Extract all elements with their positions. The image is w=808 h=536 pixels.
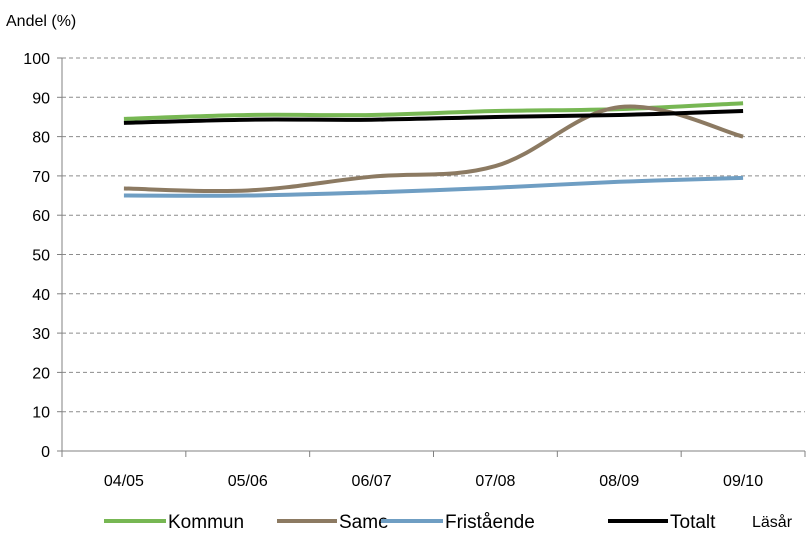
y-tick-label: 30 bbox=[32, 326, 50, 343]
legend-label-same: Same bbox=[339, 512, 389, 533]
x-tick-label: 04/05 bbox=[104, 473, 144, 490]
series-line-same bbox=[123, 104, 744, 194]
x-tick-label: 06/07 bbox=[352, 473, 392, 490]
legend-label-totalt: Totalt bbox=[670, 512, 716, 533]
y-axis-ticks: 0 10 20 30 40 50 60 70 80 90 100 bbox=[23, 51, 62, 461]
x-tick-label: 08/09 bbox=[599, 473, 639, 490]
x-axis-title: Läsår bbox=[752, 513, 793, 531]
y-tick-label: 100 bbox=[23, 51, 50, 68]
y-tick-label: 70 bbox=[32, 169, 50, 186]
series-line-frist-ende bbox=[123, 175, 744, 198]
y-tick-label: 80 bbox=[32, 130, 50, 147]
legend-label-kommun: Kommun bbox=[168, 512, 244, 533]
y-tick-label: 90 bbox=[32, 90, 50, 107]
series-line-totalt bbox=[123, 109, 744, 125]
y-tick-label: 60 bbox=[32, 208, 50, 225]
x-tick-label: 05/06 bbox=[228, 473, 268, 490]
y-tick-label: 10 bbox=[32, 405, 50, 422]
series-lines bbox=[123, 101, 744, 198]
legend: Kommun Same Fristående Totalt bbox=[104, 512, 716, 533]
x-tick-label: 07/08 bbox=[475, 473, 515, 490]
y-axis-title: Andel (%) bbox=[6, 13, 76, 30]
x-axis-ticks: 04/05 05/06 06/07 07/08 08/09 09/10 bbox=[61, 451, 806, 490]
x-tick-label: 09/10 bbox=[723, 473, 763, 490]
y-tick-label: 0 bbox=[41, 444, 50, 461]
legend-label-frist-ende: Fristående bbox=[445, 512, 535, 533]
y-tick-label: 50 bbox=[32, 248, 50, 265]
y-tick-label: 20 bbox=[32, 365, 50, 382]
y-tick-label: 40 bbox=[32, 287, 50, 304]
